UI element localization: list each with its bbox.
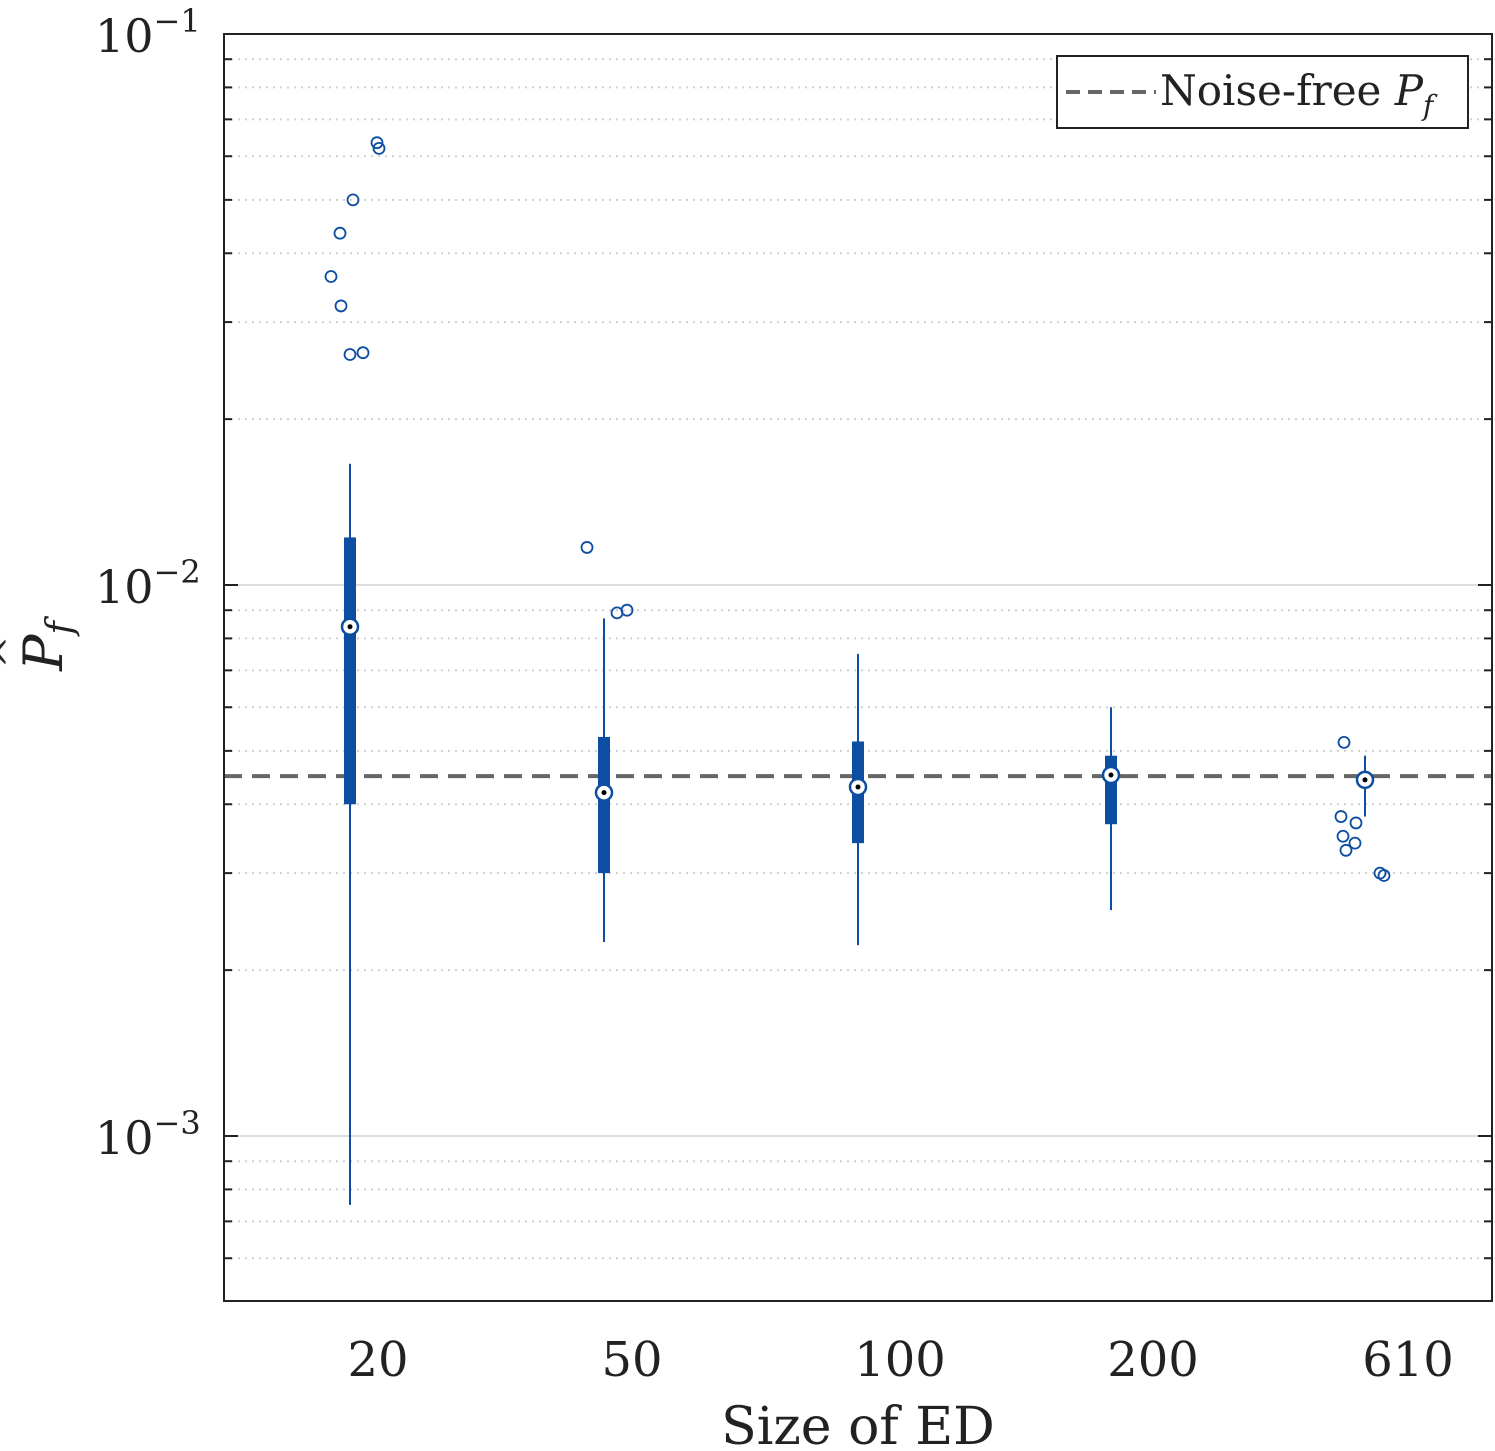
x-tick-label: 610 (1362, 1332, 1454, 1388)
outlier-point (333, 226, 347, 240)
outlier-point (1348, 836, 1362, 850)
x-axis-title: Size of ED (721, 1397, 995, 1451)
grid-lines (224, 58, 1492, 1260)
legend: Noise-free Pf (1056, 55, 1469, 129)
median-dot (855, 784, 861, 790)
x-axis-ticks: 20 50 100 200 610 (347, 1332, 1453, 1388)
box-iqr (598, 736, 610, 874)
x-tick-label: 100 (854, 1332, 946, 1388)
outlier-point (1336, 829, 1350, 843)
box-group-20 (324, 136, 386, 1205)
legend-box (1056, 55, 1469, 129)
y-axis-title-hat: ^ (0, 635, 34, 669)
outlier-point (370, 136, 384, 150)
box-group-610 (1334, 736, 1391, 882)
outlier-point (1334, 810, 1348, 823)
outlier-point (620, 603, 634, 617)
outlier-point (1377, 869, 1391, 882)
box-iqr (344, 537, 356, 805)
y-axis-ticks: 10−1 10−2 10−3 (95, 2, 1492, 1260)
outlier-point (372, 141, 386, 155)
median-dot (601, 790, 607, 796)
median-dot (1362, 777, 1368, 783)
y-axis-title-sub: f (40, 615, 81, 637)
median-dot (347, 624, 353, 630)
y-axis-title: Pf ^ (0, 615, 81, 671)
legend-label: Noise-free Pf (1160, 66, 1438, 122)
plot-area (224, 136, 1492, 1205)
outlier-point (1337, 736, 1351, 749)
outlier-point (1349, 816, 1363, 830)
box-group-50 (580, 541, 634, 942)
axes-frame (223, 33, 1493, 1302)
outlier-point (580, 541, 594, 554)
x-tick-label: 50 (601, 1332, 662, 1388)
outlier-point (356, 346, 370, 360)
x-tick-label: 200 (1107, 1332, 1199, 1388)
x-tick-label: 20 (347, 1332, 408, 1388)
outlier-point (1339, 843, 1353, 857)
outlier-point (324, 270, 338, 283)
y-tick-label: 10−2 (95, 553, 201, 614)
y-tick-label: 10−1 (95, 2, 201, 63)
box-group-100 (848, 653, 868, 946)
outlier-point (334, 299, 348, 313)
outlier-point (346, 193, 360, 207)
median-dot (1108, 772, 1114, 778)
outlier-point (343, 348, 357, 361)
y-tick-label: 10−3 (95, 1104, 201, 1165)
box-group-200 (1101, 707, 1121, 911)
y-axis-title-base: P (12, 633, 75, 672)
